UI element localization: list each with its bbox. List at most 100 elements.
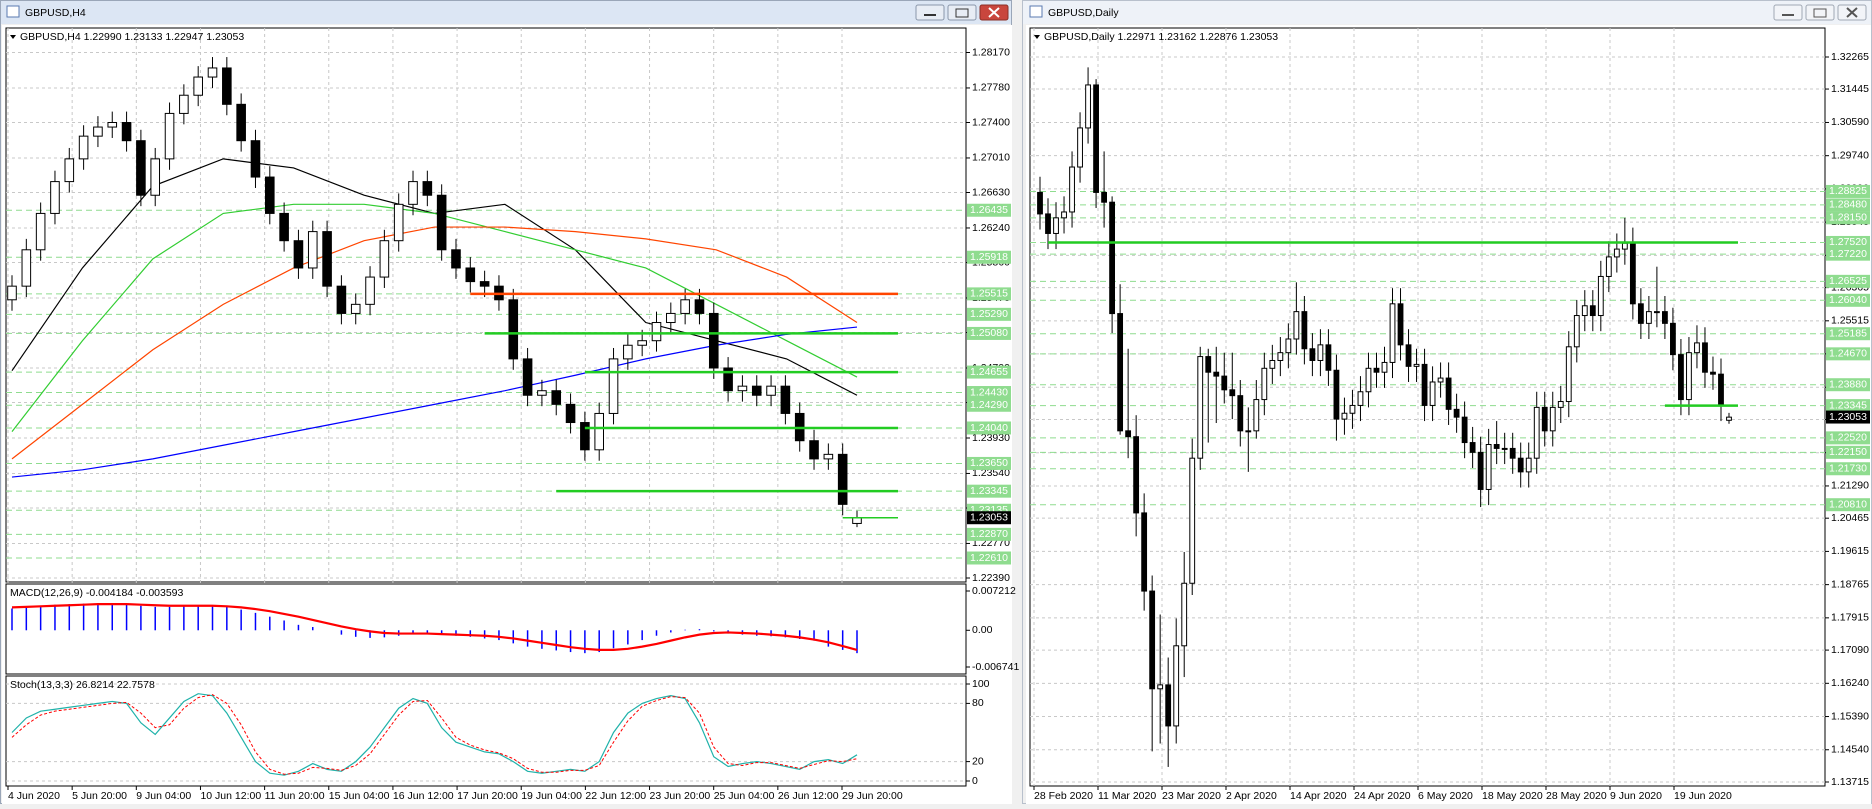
candle-body (1694, 342, 1700, 354)
stoch-label: Stoch(13,3,3) 26.8214 22.7578 (10, 679, 155, 691)
current-price-tag (1826, 410, 1870, 424)
time-label: 5 Jun 20:00 (72, 790, 127, 802)
minimize-button[interactable] (915, 4, 945, 21)
candle-body (594, 412, 605, 451)
candle-body (852, 517, 862, 524)
current-price-tag (967, 511, 1011, 525)
candle-body (1678, 354, 1684, 401)
info-arrow (10, 35, 16, 39)
candle-body (1181, 582, 1188, 647)
candle-body (1613, 248, 1620, 258)
info-arrow (1034, 35, 1040, 39)
candle-body (1702, 342, 1708, 373)
level-tag (967, 484, 1011, 498)
candle-body (1397, 303, 1404, 346)
candle-body (780, 385, 791, 414)
candle-body (1085, 84, 1091, 129)
candle-body (1053, 217, 1059, 234)
level-label: 1.25290 (970, 308, 1008, 320)
candle-body (1670, 322, 1676, 356)
candle-body (1349, 404, 1356, 414)
level-label: 1.25918 (970, 251, 1008, 263)
candle-body (551, 390, 562, 405)
candle-body (1317, 344, 1324, 361)
level-label: 1.20810 (1829, 498, 1867, 510)
price-label: 1.23930 (972, 432, 1010, 444)
macd-tick-label: -0.006741 (972, 661, 1019, 673)
candle-body (580, 422, 590, 451)
maximize-button[interactable] (1805, 4, 1835, 21)
price-label: 1.22390 (972, 572, 1010, 584)
candle-body (1285, 338, 1292, 354)
price-label: 1.32265 (1831, 51, 1869, 63)
stoch-tick-label: 80 (972, 697, 984, 709)
candle-body (1429, 381, 1436, 406)
time-label: 19 Jun 2020 (1674, 790, 1732, 802)
candle-body (21, 249, 32, 287)
candle-body (809, 440, 819, 460)
symbol-info: GBPUSD,H4 1.22990 1.23133 1.22947 1.2305… (20, 31, 244, 43)
level-label: 1.24655 (970, 366, 1008, 378)
candle-body (680, 299, 690, 314)
maximize-button[interactable] (947, 4, 977, 21)
candle-body (164, 112, 175, 160)
moving-average (11, 226, 858, 460)
candle-body (766, 385, 776, 396)
candle-body (1597, 275, 1604, 317)
candle-body (1469, 442, 1476, 453)
time-label: 23 Mar 2020 (1162, 790, 1221, 802)
time-label: 16 Jun 12:00 (393, 790, 454, 802)
candle-body (837, 453, 848, 505)
candle-body (637, 340, 647, 346)
level-label: 1.25515 (970, 288, 1008, 300)
level-label: 1.22520 (1829, 432, 1867, 444)
price-label: 1.17090 (1831, 644, 1869, 656)
level-label: 1.26435 (970, 204, 1008, 216)
minimize-button[interactable] (1773, 4, 1803, 21)
level-tag (967, 307, 1011, 321)
price-label: 1.25515 (1831, 315, 1869, 327)
level-tag (967, 365, 1011, 379)
candle-body (751, 385, 762, 396)
price-label: 1.26240 (972, 222, 1010, 234)
level-tag (1826, 327, 1870, 341)
candle-body (250, 140, 261, 178)
candle-body (1341, 412, 1348, 420)
time-label: 23 Jun 20:00 (650, 790, 711, 802)
candle-body (279, 212, 289, 242)
level-tag (967, 551, 1011, 565)
level-label: 1.24670 (1829, 348, 1867, 360)
candle-body (451, 249, 461, 269)
time-label: 10 Jun 12:00 (200, 790, 261, 802)
time-label: 22 Jun 12:00 (585, 790, 646, 802)
level-label: 1.28150 (1829, 212, 1867, 224)
title-bar (1, 1, 1011, 24)
candle-body (1133, 436, 1140, 514)
candle-body (1710, 371, 1716, 375)
time-label: 26 Jun 12:00 (778, 790, 839, 802)
close-glyph (1846, 7, 1858, 18)
candle-body (1373, 367, 1380, 373)
price-label: 1.29740 (1831, 149, 1869, 161)
candle-body (1045, 213, 1051, 234)
level-tag (967, 398, 1011, 412)
candle-body (365, 276, 375, 305)
level-label: 1.27520 (1829, 236, 1867, 248)
candle-body (322, 231, 332, 287)
candle-body (1605, 256, 1612, 277)
macd-panel (5, 583, 967, 675)
time-label: 9 Jun 04:00 (136, 790, 191, 802)
price-label: 1.26630 (972, 186, 1010, 198)
candle-body (1525, 457, 1532, 473)
price-label: 1.23540 (972, 467, 1010, 479)
candle-body (823, 453, 834, 460)
candle-body (236, 103, 246, 142)
candle-body (1077, 127, 1083, 168)
candle-body (1093, 84, 1099, 193)
candle-body (393, 203, 404, 242)
level-label: 1.25080 (970, 327, 1008, 339)
candle-body (336, 285, 347, 314)
level-tag (967, 456, 1011, 470)
price-label: 1.27010 (972, 152, 1010, 164)
